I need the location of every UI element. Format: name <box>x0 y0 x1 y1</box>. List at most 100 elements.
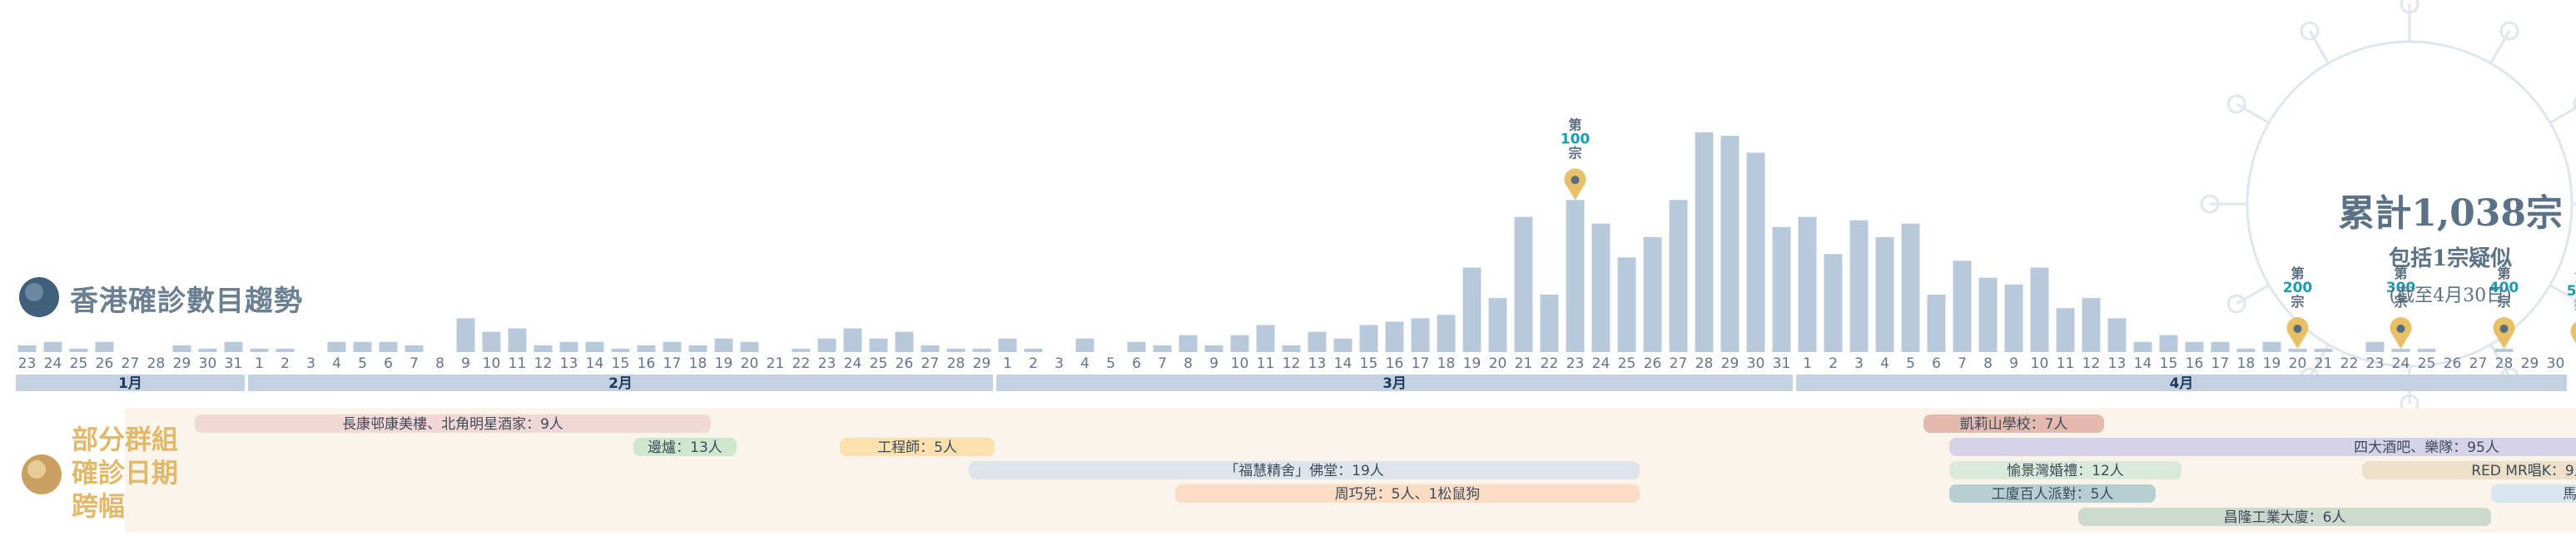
milestone-markers: 第100宗第200宗第300宗第400宗第500宗第600宗第700宗第800宗… <box>1561 117 2576 349</box>
day-label-79: 11 <box>2057 355 2075 372</box>
bar-74 <box>1927 294 1946 352</box>
day-label-90: 22 <box>2340 355 2359 372</box>
day-label-56: 19 <box>1463 355 1482 372</box>
day-label-54: 17 <box>1412 355 1430 372</box>
milestone-prefix: 第 <box>2574 269 2576 285</box>
day-label-25: 17 <box>663 355 682 372</box>
bar-63 <box>1643 236 1662 352</box>
bar-78 <box>2030 267 2049 352</box>
group-label-9: 工廈百人派對：5人 <box>1992 486 2114 503</box>
day-label-20: 12 <box>534 355 553 372</box>
day-label-88: 20 <box>2289 355 2307 372</box>
group-bar-1 <box>1923 414 2104 433</box>
day-label-57: 20 <box>1489 355 1507 372</box>
day-label-98: 30 <box>2547 355 2565 372</box>
group-bar-8 <box>1175 484 1640 503</box>
group-label-2: 邊爐：13人 <box>648 439 722 456</box>
map-pin-icon <box>2390 317 2412 349</box>
month-band-2 <box>996 375 1793 391</box>
milestone-number: 300 <box>2386 280 2416 296</box>
month-band-1 <box>248 375 993 391</box>
day-label-78: 10 <box>2031 355 2049 372</box>
day-label-28: 20 <box>741 355 759 372</box>
bar-31 <box>817 338 836 352</box>
day-label-16: 8 <box>435 355 444 372</box>
bar-10 <box>275 348 295 352</box>
bar-79 <box>2056 308 2075 352</box>
group-bar-6 <box>1949 461 2181 479</box>
bar-35 <box>921 345 940 352</box>
bar-61 <box>1591 223 1611 352</box>
day-label-13: 5 <box>358 355 367 372</box>
group-bar-7 <box>2362 461 2576 479</box>
bar-77 <box>2004 284 2023 352</box>
month-axis: 1月 2月 3月 4月 <box>16 375 2567 392</box>
day-label-12: 4 <box>332 355 341 372</box>
suspected-note: 包括1宗疑似 <box>2389 246 2513 271</box>
bar-93 <box>2417 348 2436 352</box>
day-label-9: 1 <box>255 355 264 372</box>
bar-53 <box>1385 321 1404 352</box>
day-label-51: 14 <box>1334 355 1353 372</box>
day-label-86: 18 <box>2237 355 2256 372</box>
day-label-77: 9 <box>2009 355 2018 372</box>
bar-92 <box>2391 348 2410 352</box>
day-axis: 23 24 25 26 27 28 29 30 31 1 2 3 4 5 6 7 8 9 10 11 12 13 14 15 1… <box>18 355 2565 372</box>
bar-12 <box>327 341 346 352</box>
bar-15 <box>405 345 424 352</box>
day-label-53: 16 <box>1386 355 1404 372</box>
day-label-89: 21 <box>2315 355 2333 372</box>
day-label-7: 30 <box>199 355 217 372</box>
bar-59 <box>1540 294 1559 352</box>
bar-44 <box>1153 345 1172 352</box>
bar-25 <box>663 341 682 352</box>
bar-32 <box>843 328 862 352</box>
day-label-81: 13 <box>2108 355 2127 372</box>
day-label-39: 2 <box>1029 355 1038 372</box>
day-label-2: 25 <box>70 355 88 372</box>
day-label-74: 6 <box>1932 355 1941 372</box>
bar-33 <box>869 338 888 352</box>
group-label-10: 馬莎唱K：9人 <box>2563 486 2576 503</box>
milestone-suffix: 宗 <box>2497 294 2510 310</box>
bar-86 <box>2236 348 2256 352</box>
bar-37 <box>972 348 991 352</box>
day-label-83: 15 <box>2160 355 2178 372</box>
bar-85 <box>2211 341 2230 352</box>
group-bar-4 <box>1949 438 2576 456</box>
bar-13 <box>353 341 372 352</box>
month-band-0 <box>16 375 245 391</box>
milestone-suffix: 宗 <box>1568 145 1581 161</box>
bar-39 <box>1024 348 1043 352</box>
bar-81 <box>2107 318 2127 352</box>
group-bar-3 <box>840 438 995 456</box>
bar-7 <box>198 348 217 352</box>
day-label-46: 9 <box>1209 355 1219 372</box>
bar-26 <box>688 345 707 352</box>
day-label-92: 24 <box>2392 355 2410 372</box>
bar-76 <box>1978 277 1998 352</box>
bar-58 <box>1514 216 1533 352</box>
day-label-66: 29 <box>1721 355 1740 372</box>
group-label-3: 工程師：5人 <box>877 439 957 456</box>
day-label-75: 7 <box>1958 355 1967 372</box>
day-label-0: 23 <box>18 355 37 372</box>
total-cases: 累計1,038宗 <box>2338 192 2563 235</box>
bar-83 <box>2159 335 2178 352</box>
bar-75 <box>1953 261 1972 352</box>
bar-57 <box>1488 298 1507 352</box>
day-label-24: 16 <box>638 355 656 372</box>
bar-60 <box>1566 200 1585 352</box>
day-label-31: 23 <box>818 355 836 372</box>
day-label-41: 4 <box>1080 355 1089 372</box>
day-label-42: 5 <box>1106 355 1115 372</box>
milestone-number: 100 <box>1561 131 1591 147</box>
day-label-27: 19 <box>715 355 733 372</box>
day-label-44: 7 <box>1158 355 1167 372</box>
day-label-70: 2 <box>1829 355 1838 372</box>
group-label-0: 長康邨康美樓、北角明星酒家：9人 <box>342 416 563 433</box>
